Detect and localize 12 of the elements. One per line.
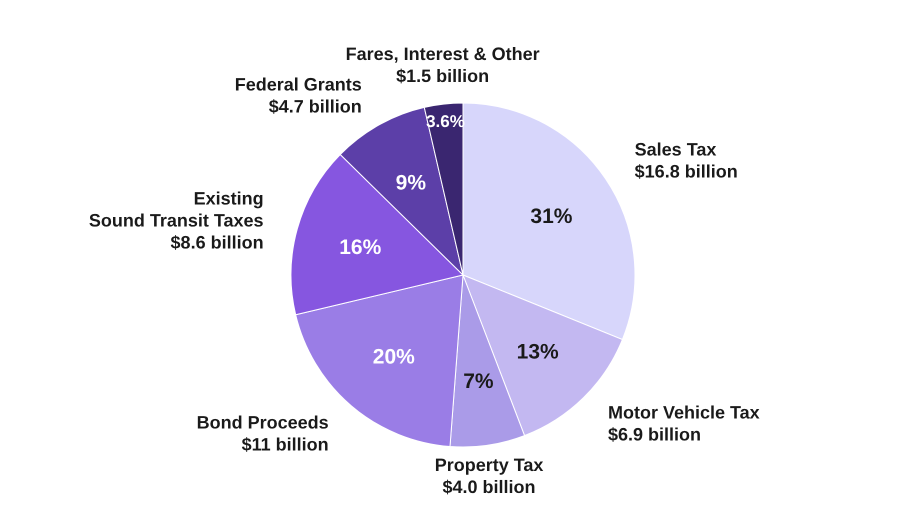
data-label: 7% bbox=[463, 370, 494, 393]
data-label: 9% bbox=[396, 171, 426, 194]
data-label: 13% bbox=[516, 340, 560, 364]
data-label: 31% bbox=[530, 204, 573, 228]
data-label: 20% bbox=[372, 345, 416, 368]
slice-label: Property Tax $4.0 billion bbox=[434, 455, 544, 498]
data-label: 16% bbox=[339, 236, 382, 259]
slice-label: Motor Vehicle Tax $6.9 billion bbox=[608, 402, 760, 445]
slice-label: Federal Grants $4.7 billion bbox=[234, 74, 362, 116]
slice-label: Bond Proceeds $11 billion bbox=[196, 412, 329, 454]
slice-label: Existing Sound Transit Taxes $8.6 billion bbox=[88, 188, 264, 253]
slice-label: Sales Tax $16.8 billion bbox=[634, 139, 738, 182]
